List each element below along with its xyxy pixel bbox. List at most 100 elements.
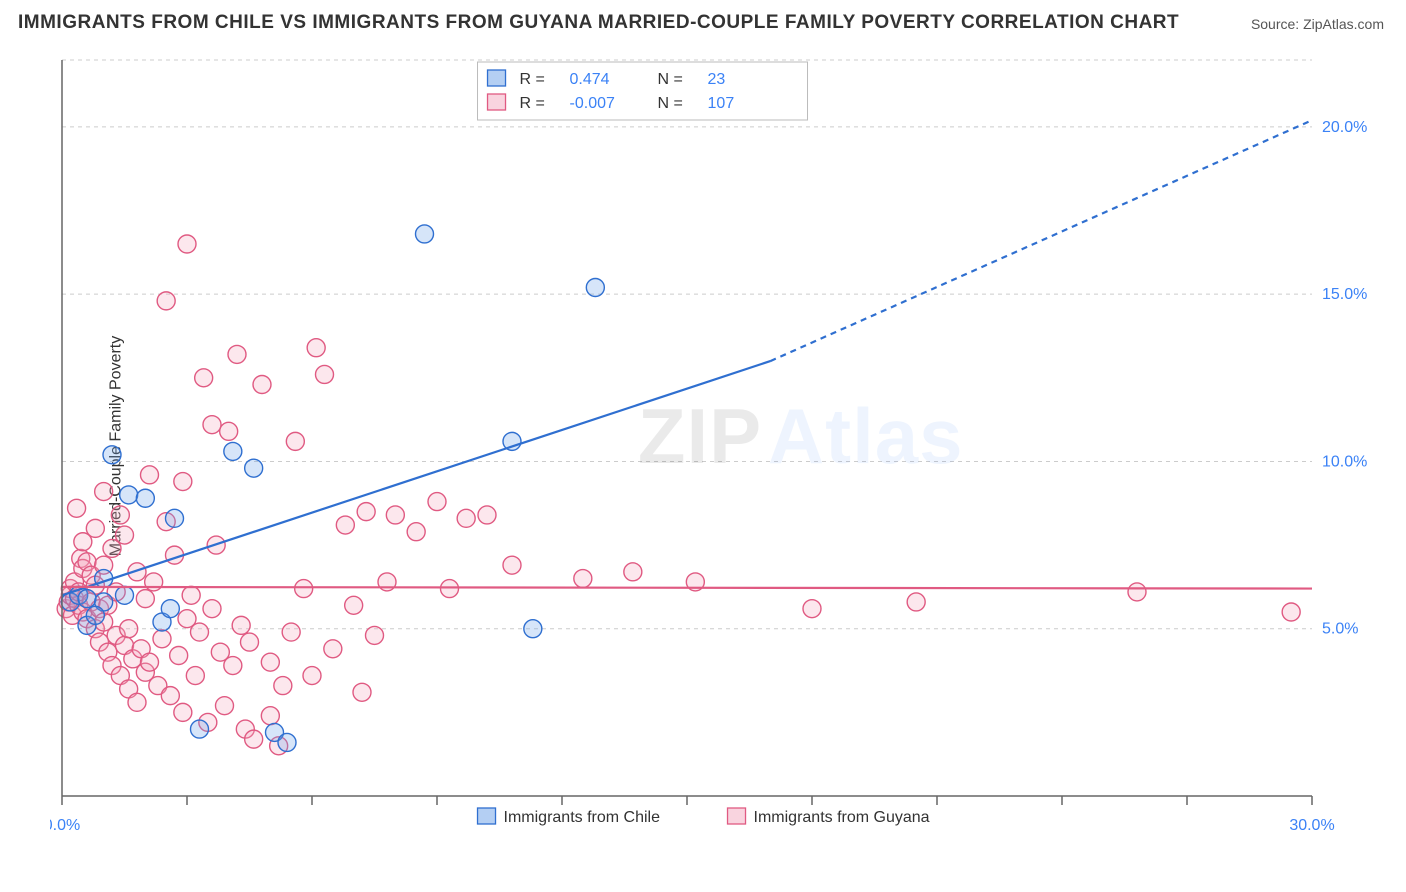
data-point <box>303 667 321 685</box>
data-point <box>624 563 642 581</box>
data-point <box>407 523 425 541</box>
chart-title: IMMIGRANTS FROM CHILE VS IMMIGRANTS FROM… <box>18 12 1179 34</box>
svg-text:N =: N = <box>658 71 683 88</box>
legend-series: Immigrants from Chile Immigrants from Guy… <box>478 808 930 826</box>
trendline-chile-dash <box>770 120 1312 361</box>
data-point <box>345 596 363 614</box>
data-point <box>316 365 334 383</box>
legend-stats: R =0.474N =23R =-0.007N =107 <box>478 62 808 120</box>
data-point <box>324 640 342 658</box>
y-tick-label: 20.0% <box>1322 119 1367 136</box>
svg-text:R =: R = <box>520 71 545 88</box>
data-point <box>116 526 134 544</box>
data-point <box>386 506 404 524</box>
y-tick-label: 15.0% <box>1322 286 1367 303</box>
data-point <box>174 703 192 721</box>
data-point <box>574 570 592 588</box>
data-point <box>353 683 371 701</box>
legend-n-value: 107 <box>708 95 735 112</box>
legend-n-value: 23 <box>708 71 726 88</box>
data-point <box>116 586 134 604</box>
data-point <box>195 369 213 387</box>
data-point <box>278 733 296 751</box>
data-point <box>478 506 496 524</box>
data-point <box>203 416 221 434</box>
data-point <box>170 646 188 664</box>
legend-series-label: Immigrants from Guyana <box>754 809 930 826</box>
legend-swatch <box>488 70 506 86</box>
svg-text:N =: N = <box>658 95 683 112</box>
data-point <box>907 593 925 611</box>
data-point <box>95 483 113 501</box>
data-point <box>86 519 104 537</box>
data-point <box>586 278 604 296</box>
data-point <box>128 693 146 711</box>
data-point <box>224 442 242 460</box>
svg-text:0.474: 0.474 <box>570 71 610 88</box>
data-point <box>203 600 221 618</box>
data-point <box>145 573 163 591</box>
data-point <box>282 623 300 641</box>
data-point <box>178 235 196 253</box>
legend-swatch <box>728 808 746 824</box>
data-point <box>216 697 234 715</box>
data-point <box>295 580 313 598</box>
data-point <box>166 509 184 527</box>
data-point <box>336 516 354 534</box>
data-point <box>232 616 250 634</box>
data-point <box>120 486 138 504</box>
y-tick-label: 5.0% <box>1322 621 1358 638</box>
y-tick-label: 10.0% <box>1322 453 1367 470</box>
data-point <box>141 466 159 484</box>
data-point <box>161 687 179 705</box>
data-point <box>241 633 259 651</box>
data-point <box>153 630 171 648</box>
data-point <box>307 339 325 357</box>
data-point <box>182 586 200 604</box>
data-point <box>191 720 209 738</box>
legend-series-label: Immigrants from Chile <box>504 809 661 826</box>
svg-text:ZIP: ZIP <box>638 392 762 480</box>
series-guyana <box>57 235 1300 755</box>
data-point <box>78 590 96 608</box>
trendline-guyana <box>62 587 1312 589</box>
data-point <box>111 506 129 524</box>
data-point <box>120 620 138 638</box>
legend-swatch <box>478 808 496 824</box>
data-point <box>428 493 446 511</box>
data-point <box>441 580 459 598</box>
data-point <box>220 422 238 440</box>
data-point <box>261 653 279 671</box>
data-point <box>161 600 179 618</box>
data-point <box>68 499 86 517</box>
data-point <box>366 626 384 644</box>
watermark: ZIPAtlas <box>638 392 964 480</box>
data-point <box>103 446 121 464</box>
data-point <box>503 556 521 574</box>
data-point <box>174 473 192 491</box>
data-point <box>157 292 175 310</box>
plot-svg: ZIPAtlas 0.0% 30.0% 5.0% 10.0% 15.0% 20.0% R = 0… <box>50 52 1386 842</box>
data-point <box>803 600 821 618</box>
data-point <box>86 606 104 624</box>
data-point <box>524 620 542 638</box>
legend-swatch <box>488 94 506 110</box>
data-point <box>224 657 242 675</box>
data-point <box>136 590 154 608</box>
data-point <box>261 707 279 725</box>
x-tick-label: 0.0% <box>50 817 80 834</box>
scatter-plot: ZIPAtlas 0.0% 30.0% 5.0% 10.0% 15.0% 20.0% R = 0… <box>50 52 1386 842</box>
data-point <box>274 677 292 695</box>
data-point <box>1282 603 1300 621</box>
svg-text:Atlas: Atlas <box>768 392 964 480</box>
data-point <box>228 345 246 363</box>
data-point <box>1128 583 1146 601</box>
data-point <box>136 489 154 507</box>
data-point <box>457 509 475 527</box>
data-point <box>186 667 204 685</box>
svg-text:R =: R = <box>520 95 545 112</box>
data-point <box>191 623 209 641</box>
data-point <box>253 376 271 394</box>
data-point <box>416 225 434 243</box>
x-tick-label: 30.0% <box>1289 817 1334 834</box>
